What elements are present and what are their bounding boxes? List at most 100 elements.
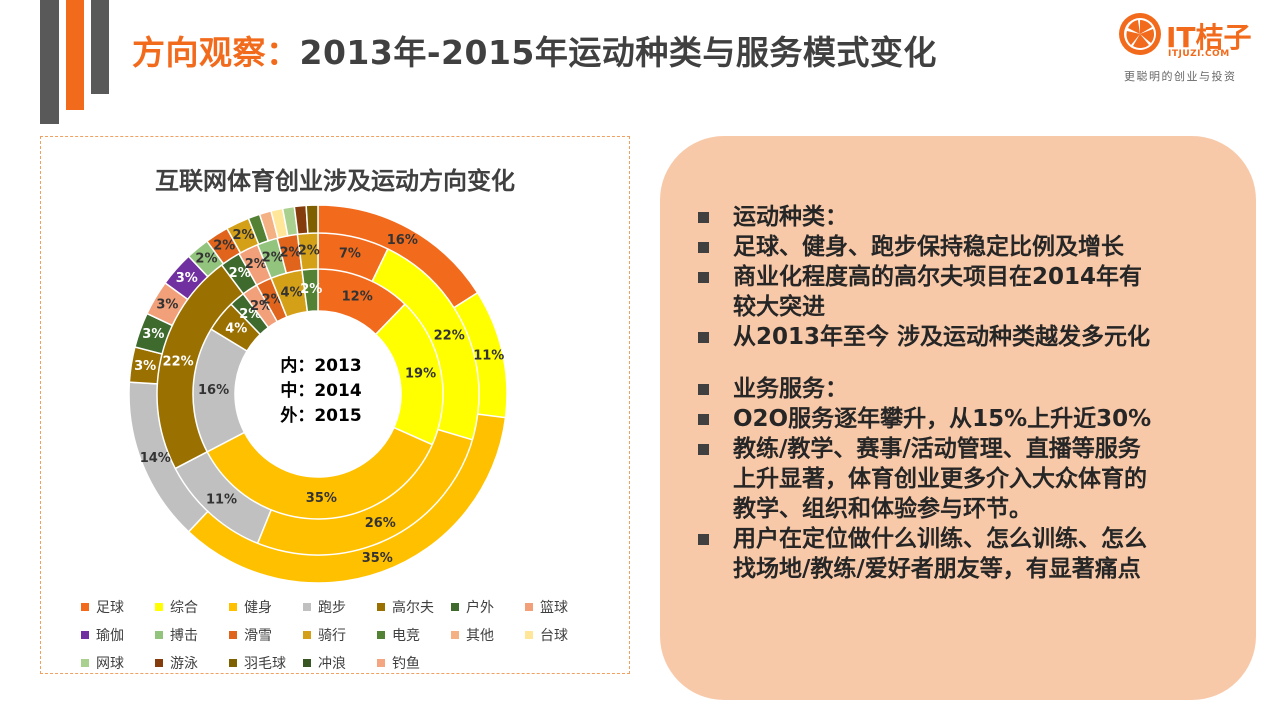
decor-bar-gray-2 [91, 0, 109, 94]
slide-title: 方向观察：2013年-2015年运动种类与服务模式变化 [132, 26, 937, 74]
legend-item: 其他 [451, 621, 525, 649]
bullet-text-continued: 教学、组织和体验参与环节。 [733, 496, 1032, 522]
donut-label-2015-瑜伽: 3% [176, 271, 198, 286]
donut-label-2015-滑雪: 2% [213, 239, 235, 254]
legend-label: 电竞 [392, 628, 420, 644]
chart-legend: 足球 综合 健身 跑步 高尔夫 户外 篮球 瑜伽 搏击 滑雪 骑行 电竞 其他 台球 网球 游泳 羽毛球 冲浪 钓鱼 [81, 593, 601, 677]
donut-segment-2015-羽毛球 [305, 204, 319, 235]
bullet-item: 从2013年至今 涉及运动种类越发多元化 [698, 322, 1151, 352]
logo-slogan: 更聪明的创业与投资 [1124, 70, 1237, 83]
bullet-square-icon [698, 242, 709, 253]
slide-title-main: 2013年-2015年运动种类与服务模式变化 [299, 33, 937, 72]
bullet-item: 足球、健身、跑步保持稳定比例及增长 [698, 232, 1151, 262]
legend-item: 高尔夫 [377, 593, 451, 621]
bullet-square-icon [698, 332, 709, 343]
legend-label: 高尔夫 [392, 600, 434, 616]
legend-item: 跑步 [303, 593, 377, 621]
chart-title: 互联网体育创业涉及运动方向变化 [155, 167, 515, 195]
bullet-square-icon [698, 212, 709, 223]
logo-domain: ITJUZI.COM [1168, 49, 1230, 59]
legend-swatch [229, 603, 237, 611]
bullet-text: 运动种类： [733, 204, 848, 230]
legend-item: 综合 [155, 593, 229, 621]
bullet-text: 商业化程度高的高尔夫项目在2014年有 [733, 264, 1143, 290]
donut-label-2015-篮球: 3% [156, 297, 178, 312]
legend-swatch [229, 631, 237, 639]
donut-label-2014-骑行: 2% [298, 243, 320, 258]
donut-center-label: 中：2014 [280, 380, 361, 401]
legend-label: 综合 [170, 600, 198, 616]
legend-item: 滑雪 [229, 621, 303, 649]
donut-label-2015-高尔夫: 3% [134, 359, 156, 374]
legend-swatch [303, 659, 311, 667]
legend-item: 电竞 [377, 621, 451, 649]
legend-item: 冲浪 [303, 649, 377, 677]
legend-label: 篮球 [540, 600, 568, 616]
legend-swatch [303, 603, 311, 611]
bullet-text-continued: 找场地/教练/爱好者朋友等，有显著痛点 [733, 556, 1141, 582]
legend-label: 户外 [466, 600, 494, 616]
legend-label: 骑行 [318, 628, 346, 644]
bullet-text-continued: 上升显著，体育创业更多介入大众体育的 [733, 466, 1147, 492]
donut-label-2014-跑步: 11% [206, 493, 237, 508]
legend-swatch [377, 631, 385, 639]
legend-label: 滑雪 [244, 628, 272, 644]
donut-label-2014-高尔夫: 22% [163, 355, 194, 370]
bullet-item: 教练/教学、赛事/活动管理、直播等服务 [698, 434, 1151, 464]
legend-swatch [81, 659, 89, 667]
donut-label-2014-篮球: 2% [245, 257, 267, 272]
bullet-text: 业务服务： [733, 376, 848, 402]
legend-label: 足球 [96, 600, 124, 616]
legend-item: 羽毛球 [229, 649, 303, 677]
legend-row: 网球 游泳 羽毛球 冲浪 钓鱼 [81, 649, 601, 677]
legend-swatch [155, 659, 163, 667]
bullet-item: 商业化程度高的高尔夫项目在2014年有 [698, 262, 1151, 292]
bullet-square-icon [698, 414, 709, 425]
donut-label-2013-高尔夫: 4% [225, 321, 247, 336]
decor-bar-orange [66, 0, 84, 110]
legend-item: 骑行 [303, 621, 377, 649]
legend-swatch [81, 603, 89, 611]
summary-bullets: 运动种类： 足球、健身、跑步保持稳定比例及增长 商业化程度高的高尔夫项目在2014年… [698, 202, 1151, 584]
bullet-text: 用户在定位做什么训练、怎么训练、怎么 [733, 526, 1147, 552]
legend-item: 健身 [229, 593, 303, 621]
donut-label-2013-足球: 12% [342, 290, 373, 305]
donut-label-2014-综合: 22% [434, 328, 465, 343]
donut-label-2013-骑行: 4% [280, 285, 302, 300]
donut-label-2015-综合: 11% [473, 348, 504, 363]
legend-label: 羽毛球 [244, 656, 286, 672]
donut-label-2015-户外: 3% [142, 327, 164, 342]
legend-row: 足球 综合 健身 跑步 高尔夫 户外 篮球 [81, 593, 601, 621]
donut-label-2013-电竞: 2% [300, 282, 322, 297]
donut-label-2015-骑行: 2% [232, 228, 254, 243]
summary-panel: 运动种类： 足球、健身、跑步保持稳定比例及增长 商业化程度高的高尔夫项目在2014年… [660, 136, 1256, 700]
donut-label-2013-跑步: 16% [198, 383, 229, 398]
donut-label-2015-搏击: 2% [195, 252, 217, 267]
donut-chart: 12%19%35%16%4%2%2%2%4%2%7%22%26%11%22%2%… [128, 204, 508, 584]
legend-swatch [525, 631, 533, 639]
bullet-spacer [698, 352, 1151, 374]
legend-swatch [155, 631, 163, 639]
slide-title-prefix: 方向观察： [132, 33, 300, 72]
logo: IT桔子 ITJUZI.COM 更聪明的创业与投资 [1118, 12, 1268, 84]
bullet-item: 运动种类： [698, 202, 1151, 232]
legend-label: 台球 [540, 628, 568, 644]
legend-item: 瑜伽 [81, 621, 155, 649]
bullet-item: O2O服务逐年攀升，从15%上升近30% [698, 404, 1151, 434]
legend-swatch [525, 603, 533, 611]
donut-center-label: 外：2015 [280, 405, 361, 426]
legend-swatch [155, 603, 163, 611]
bullet-text: 教练/教学、赛事/活动管理、直播等服务 [733, 436, 1141, 462]
bullet-item: 用户在定位做什么训练、怎么训练、怎么 [698, 524, 1151, 554]
legend-label: 其他 [466, 628, 494, 644]
legend-item: 网球 [81, 649, 155, 677]
donut-label-2014-足球: 7% [339, 247, 361, 262]
donut-label-2015-健身: 35% [362, 551, 393, 566]
donut-label-2015-跑步: 14% [140, 451, 171, 466]
donut-label-2013-健身: 35% [306, 491, 337, 506]
bullet-text: O2O服务逐年攀升，从15%上升近30% [733, 406, 1152, 432]
legend-label: 健身 [244, 600, 272, 616]
legend-swatch [229, 659, 237, 667]
bullet-text: 从2013年至今 涉及运动种类越发多元化 [733, 324, 1151, 350]
legend-swatch [303, 631, 311, 639]
